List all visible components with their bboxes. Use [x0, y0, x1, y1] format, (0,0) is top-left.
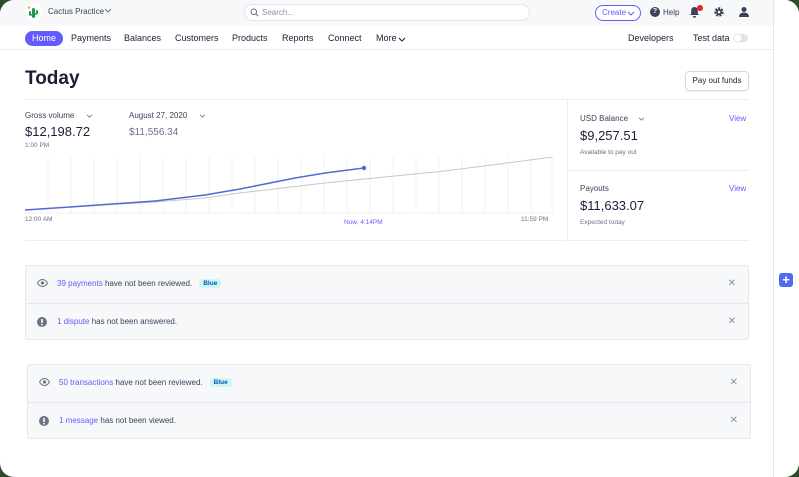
chart-now-point — [361, 165, 367, 171]
message-link[interactable]: 1 message — [59, 416, 99, 425]
payouts-value: $11,633.07 — [580, 198, 645, 213]
notification-group: 39 payments have not been reviewed. Blue … — [25, 265, 749, 340]
divider — [568, 240, 749, 241]
nav-balances[interactable]: Balances — [124, 33, 162, 43]
balance-view-link[interactable]: View — [729, 114, 747, 123]
nav-reports[interactable]: Reports — [282, 33, 314, 43]
divider — [568, 170, 749, 171]
side-panel — [773, 0, 799, 477]
notification-dot — [697, 5, 703, 11]
divider — [25, 99, 749, 100]
close-icon[interactable]: ✕ — [729, 377, 738, 388]
close-icon[interactable]: ✕ — [729, 415, 738, 426]
nav-products[interactable]: Products — [232, 33, 268, 43]
axis-now-label: Now, 4:14PM — [344, 219, 383, 226]
bell-icon[interactable] — [689, 6, 700, 18]
gear-icon[interactable] — [713, 6, 725, 18]
eye-icon — [37, 279, 48, 287]
notification-row: 1 message has not been viewed. ✕ — [28, 402, 750, 439]
balance-value: $9,257.51 — [580, 128, 638, 143]
compare-date-selector[interactable]: August 27, 2020 — [129, 111, 188, 120]
account-name[interactable]: Cactus Practice — [48, 7, 105, 16]
notification-row: 39 payments have not been reviewed. Blue … — [26, 266, 748, 303]
close-icon[interactable]: ✕ — [727, 316, 736, 327]
chevron-down-icon[interactable] — [199, 114, 206, 118]
nav-home[interactable]: Home — [25, 31, 64, 46]
notification-text: 50 transactions have not been reviewed. B… — [59, 378, 232, 387]
help-link[interactable]: Help — [663, 8, 680, 17]
create-button[interactable]: Create — [595, 5, 641, 21]
compare-value: $11,556.34 — [129, 127, 179, 138]
add-button[interactable]: + — [779, 273, 793, 287]
alert-icon — [37, 317, 47, 327]
gross-volume-value: $12,198.72 — [25, 124, 91, 139]
top-bar: Cactus Practice Create ? Help — [0, 0, 773, 26]
main-nav: Home Payments Balances Customers Product… — [0, 26, 773, 50]
test-data-toggle[interactable] — [734, 34, 748, 42]
nav-payments[interactable]: Payments — [71, 33, 112, 43]
pay-out-funds-button[interactable]: Pay out funds — [685, 71, 749, 91]
close-icon[interactable]: ✕ — [727, 278, 736, 289]
divider — [567, 100, 568, 240]
help-icon[interactable]: ? — [650, 7, 660, 17]
payouts-subtext: Expected today — [580, 219, 625, 226]
user-icon[interactable] — [738, 6, 750, 18]
chevron-down-icon[interactable] — [104, 8, 112, 13]
chevron-down-icon — [627, 11, 635, 16]
transactions-link[interactable]: 50 transactions — [59, 378, 114, 387]
alert-icon — [39, 416, 49, 426]
gross-volume-chart[interactable] — [25, 157, 553, 214]
search-icon — [250, 8, 259, 17]
status-badge: Blue — [199, 279, 222, 288]
search-bar[interactable] — [244, 4, 530, 21]
page-title: Today — [25, 68, 80, 89]
payouts-label: Payouts — [580, 184, 609, 193]
axis-start-label: 12:00 AM — [25, 216, 53, 223]
balance-subtext: Available to pay out — [580, 149, 637, 156]
payments-link[interactable]: 39 payments — [57, 279, 103, 288]
eye-icon — [39, 378, 50, 386]
test-data-label: Test data — [693, 33, 730, 43]
payouts-view-link[interactable]: View — [729, 184, 747, 193]
notification-text: 1 dispute has not been answered. — [57, 317, 178, 326]
notification-text: 39 payments have not been reviewed. Blue — [57, 279, 222, 288]
status-badge: Blue — [209, 378, 232, 387]
notification-group: 50 transactions have not been reviewed. B… — [27, 364, 751, 439]
balance-currency-selector[interactable]: USD Balance — [580, 114, 629, 123]
dispute-link[interactable]: 1 dispute — [57, 317, 90, 326]
metric-selector[interactable]: Gross volume — [25, 111, 75, 120]
search-input[interactable] — [262, 6, 522, 19]
nav-developers[interactable]: Developers — [628, 33, 674, 43]
nav-more[interactable]: More — [376, 33, 397, 43]
chevron-down-icon[interactable] — [86, 114, 93, 118]
notification-row: 1 dispute has not been answered. ✕ — [26, 303, 748, 340]
notification-row: 50 transactions have not been reviewed. B… — [28, 365, 750, 402]
chevron-down-icon[interactable] — [398, 37, 406, 42]
divider — [25, 240, 567, 241]
gross-volume-time: 1:00 PM — [25, 142, 50, 149]
axis-end-label: 11:59 PM — [521, 216, 549, 223]
nav-customers[interactable]: Customers — [175, 33, 219, 43]
chevron-down-icon[interactable] — [638, 117, 645, 121]
notification-text: 1 message has not been viewed. — [59, 416, 176, 425]
cactus-logo-icon[interactable] — [25, 4, 42, 21]
create-label: Create — [602, 8, 627, 17]
nav-connect[interactable]: Connect — [328, 33, 362, 43]
